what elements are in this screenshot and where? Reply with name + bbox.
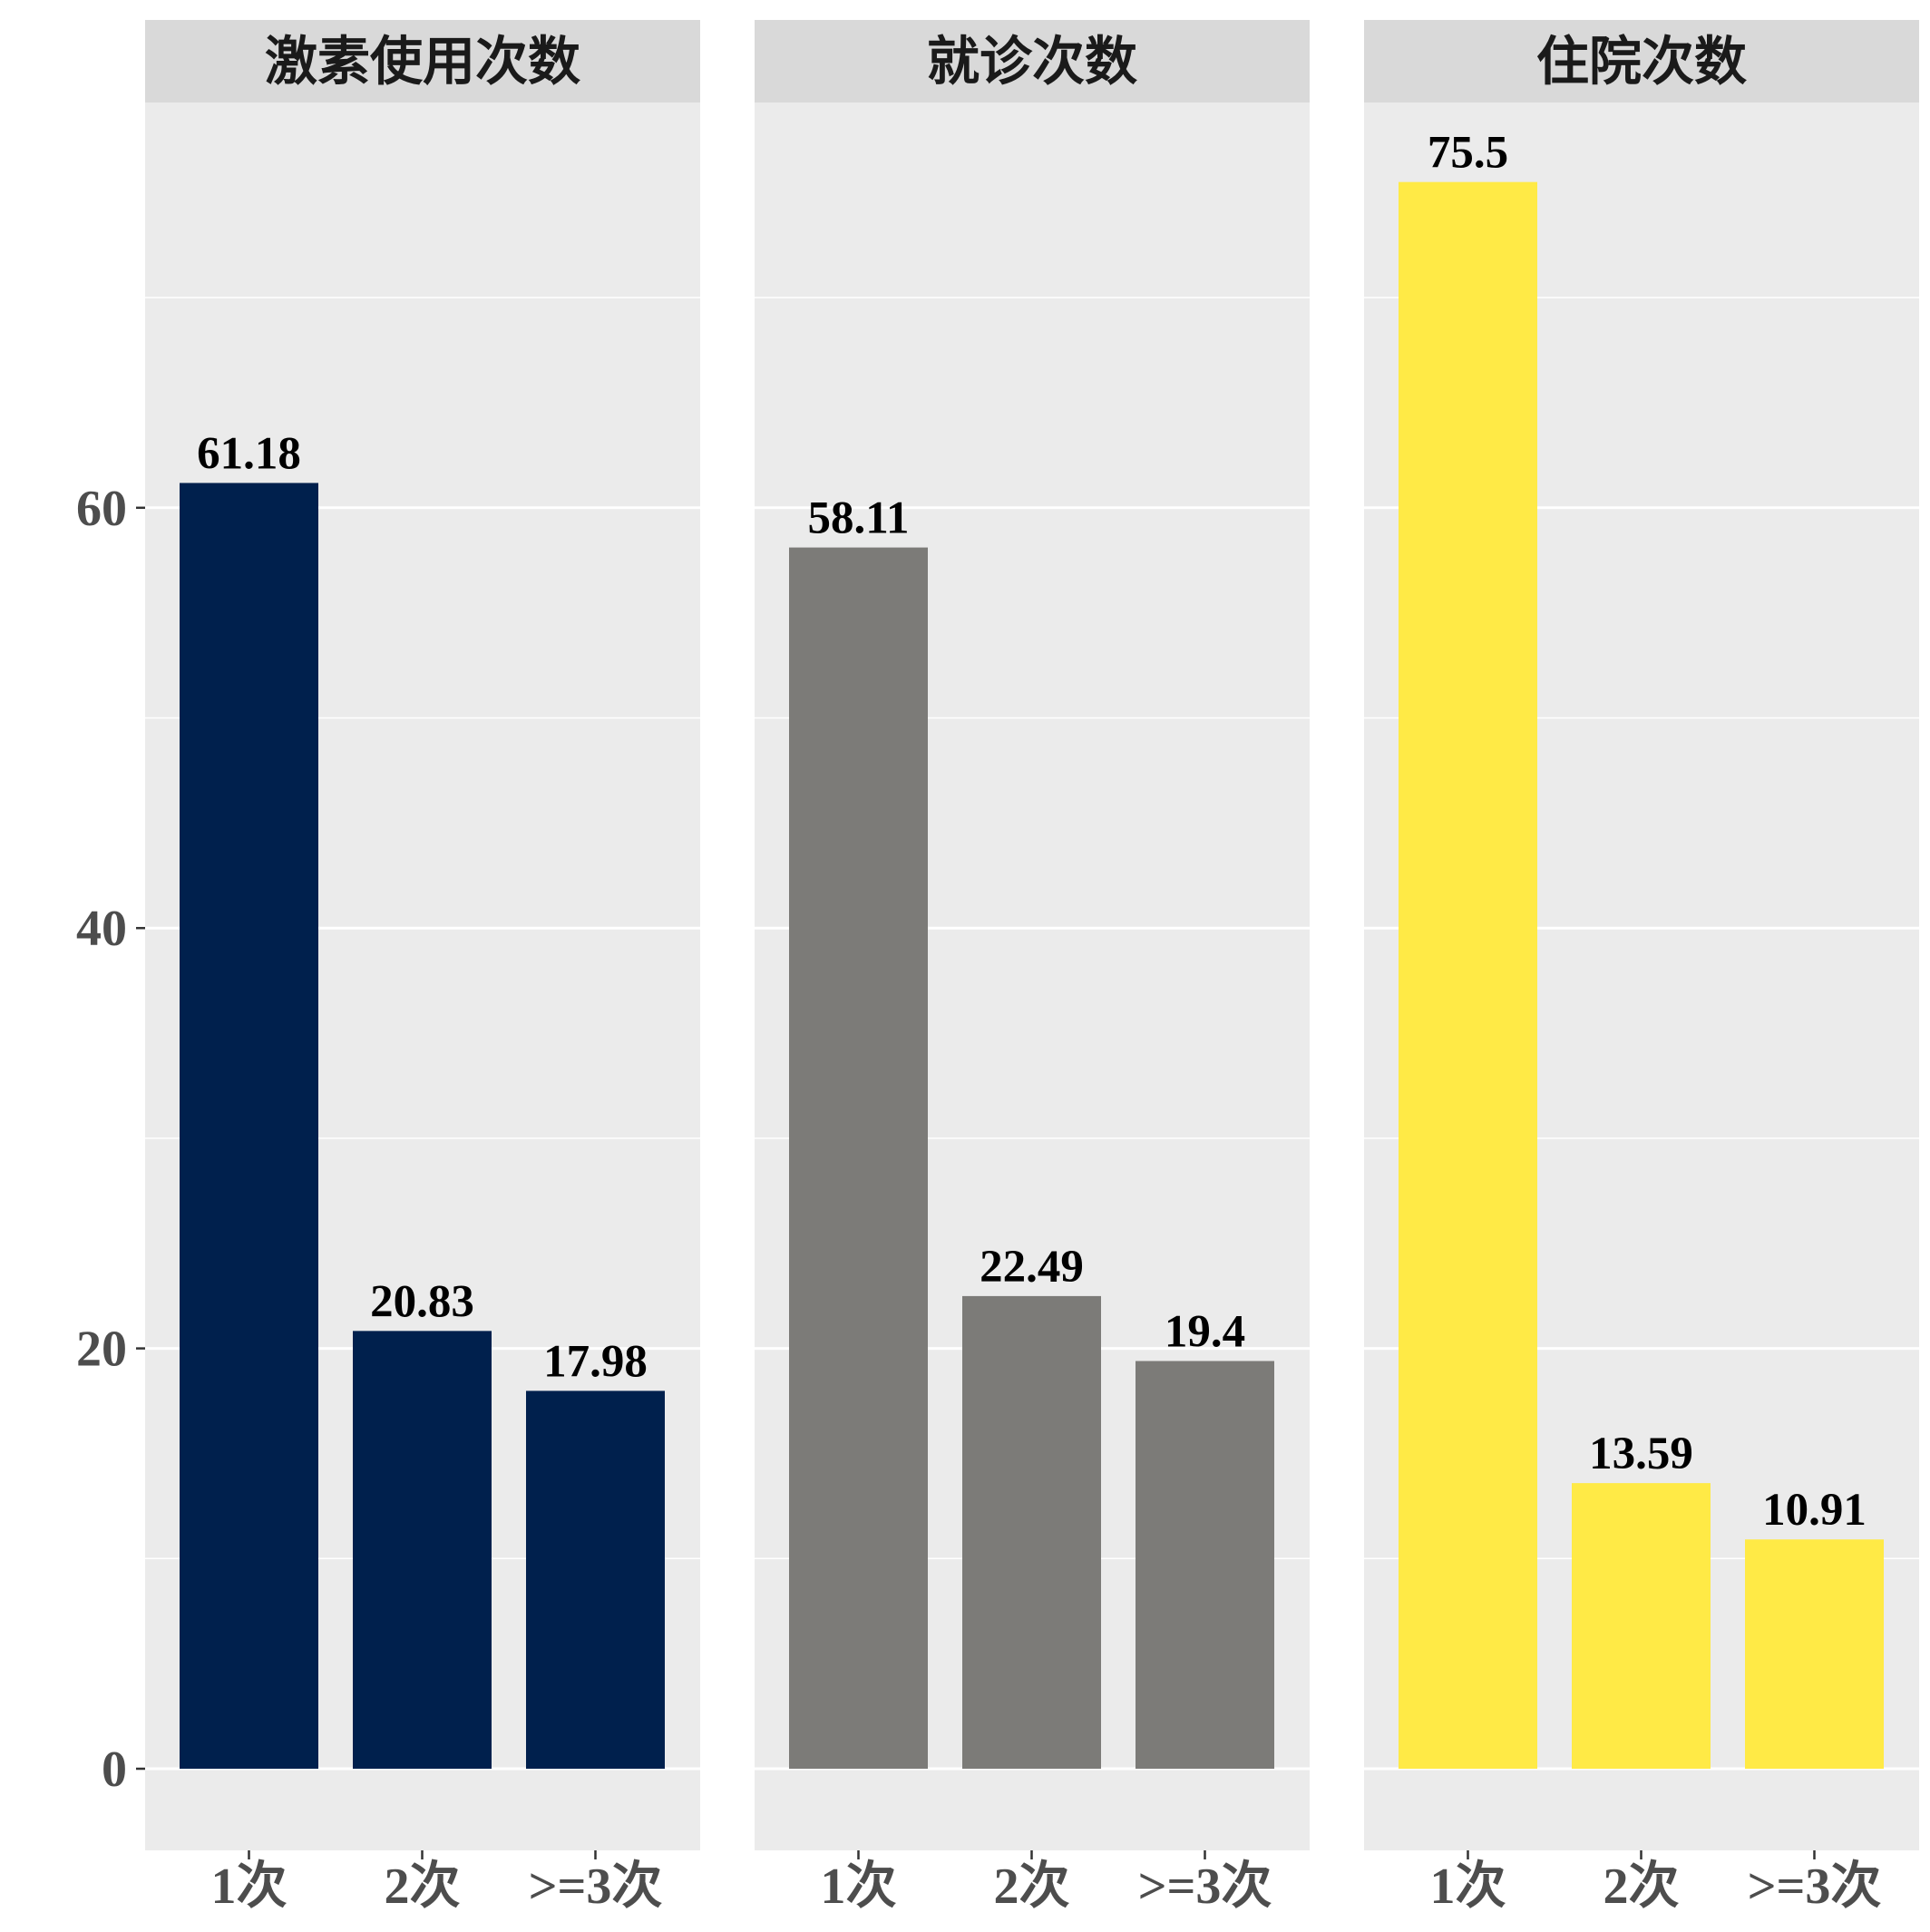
bar-value-label-3-2: 13.59 (1589, 1429, 1693, 1479)
bar-value-label-3-3: 10.91 (1762, 1485, 1867, 1536)
bar-3-2 (1572, 1483, 1711, 1769)
bar-value-label-1-2: 20.83 (370, 1276, 474, 1327)
y-tick-label-3: 40 (76, 901, 127, 957)
x-tick-label-3-2: 2次 (1603, 1859, 1680, 1915)
bar-value-label-2-1: 58.11 (808, 493, 910, 544)
bar-value-label-3-1: 75.5 (1428, 128, 1508, 179)
bar-2-2 (962, 1295, 1101, 1769)
facet-strip-3 (1364, 20, 1919, 102)
facet-title-2: 就诊次数 (927, 33, 1137, 92)
x-tick-label-3-3: >=3次 (1748, 1859, 1882, 1915)
x-tick-label-3-1: 1次 (1430, 1859, 1506, 1915)
bar-3-1 (1399, 181, 1537, 1769)
x-tick-label-1-2: 2次 (385, 1859, 461, 1915)
facet-title-1: 激素使用次数 (265, 33, 580, 92)
facet-title-3: 住院次数 (1536, 33, 1747, 92)
x-tick-label-2-3: >=3次 (1138, 1859, 1272, 1915)
facet-strip-1 (145, 20, 700, 102)
bar-value-label-2-2: 22.49 (980, 1242, 1084, 1293)
x-tick-label-1-3: >=3次 (529, 1859, 663, 1915)
y-tick-label-1: 0 (102, 1742, 127, 1798)
bar-value-label-1-1: 61.18 (197, 428, 301, 479)
bar-value-label-2-3: 19.4 (1165, 1307, 1245, 1358)
y-tick-label-4: 60 (76, 481, 127, 537)
bar-1-1 (180, 483, 318, 1769)
bar-value-label-1-3: 17.98 (543, 1336, 648, 1387)
bar-2-1 (789, 547, 928, 1769)
bar-3-3 (1745, 1539, 1884, 1769)
bar-2-3 (1136, 1361, 1274, 1769)
x-tick-label-2-1: 1次 (821, 1859, 897, 1915)
facet-strip-2 (755, 20, 1310, 102)
x-tick-label-1-1: 1次 (211, 1859, 288, 1915)
bar-1-3 (526, 1390, 665, 1769)
bar-1-2 (353, 1331, 492, 1769)
x-tick-label-2-2: 2次 (994, 1859, 1070, 1915)
y-tick-label-2: 20 (76, 1322, 127, 1378)
